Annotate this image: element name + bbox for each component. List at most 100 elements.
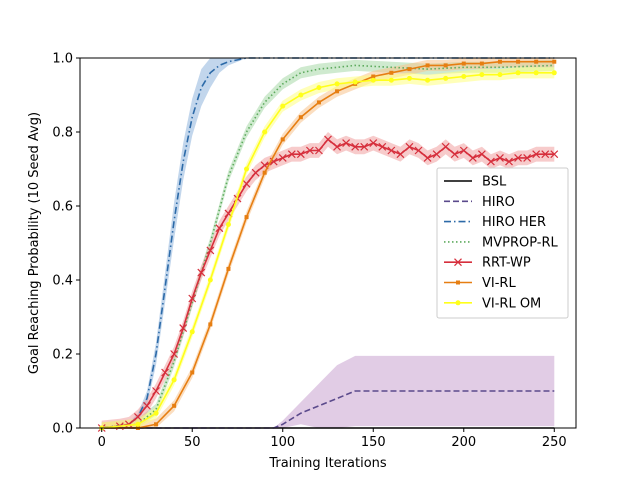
point-vi-rl-om [515,70,521,76]
point-vi-rl [335,89,340,94]
point-rrt-wp [496,153,504,162]
point-vi-rl-om [352,79,358,85]
point-vi-rl-om [388,77,394,83]
legend-label-hiro: HIRO [482,195,515,210]
x-tick-label: 200 [451,435,476,450]
y-tick-label: 0.4 [52,274,73,289]
point-vi-rl-om [262,129,268,135]
point-vi-rl-om [461,74,467,79]
point-rrt-wp [296,150,305,159]
x-tick-label: 150 [361,435,386,450]
point-vi-rl-om [497,72,503,78]
point-vi-rl [190,370,195,375]
point-rrt-wp [441,142,450,151]
x-tick-label: 50 [184,435,201,450]
point-vi-rl [479,61,484,66]
legend-label-mvprop-rl: MVPROP-RL [482,235,558,250]
point-vi-rl [172,403,177,408]
point-rrt-wp [532,150,541,159]
legend-label-hiro-her: HIRO HER [482,215,546,230]
point-vi-rl [516,59,521,64]
point-vi-rl-om [334,81,340,87]
point-vi-rl [316,100,321,105]
point-rrt-wp [251,168,260,177]
y-tick-label: 0.0 [52,422,73,437]
point-rrt-wp [152,387,160,395]
point-rrt-wp [161,368,170,377]
point-vi-rl [208,322,213,327]
point-vi-rl [298,115,303,120]
point-rrt-wp [514,153,522,162]
point-rrt-wp [188,294,197,303]
y-tick-label: 0.2 [52,348,73,363]
point-vi-rl-om [135,421,141,427]
point-rrt-wp [387,146,396,155]
x-axis: 0 50 100 150 200 250 [98,428,567,450]
legend-label-rrt-wp: RRT-WP [482,256,531,271]
point-rrt-wp [468,153,477,162]
point-vi-rl-om [479,72,485,78]
point-vi-rl [534,59,539,64]
point-rrt-wp [432,150,441,159]
point-rrt-wp [414,146,423,155]
point-rrt-wp [541,150,550,159]
point-rrt-wp [197,268,206,277]
point-vi-rl [443,63,448,68]
point-vi-rl-om [207,277,213,283]
legend-label-vi-rl-om: VI-RL OM [482,296,541,311]
point-rrt-wp [287,150,296,159]
point-vi-rl [407,67,412,72]
point-vi-rl [280,137,285,142]
point-vi-rl [262,170,267,175]
y-tick-label: 0.6 [52,200,73,215]
point-vi-rl-om [189,329,195,335]
point-vi-rl [425,63,430,68]
point-rrt-wp [215,224,224,233]
point-rrt-wp [378,142,387,151]
x-axis-label: Training Iterations [268,456,387,471]
y-tick-label: 1.0 [52,52,73,67]
point-vi-rl-om [551,70,557,76]
point-vi-rl [389,70,394,75]
point-rrt-wp [124,420,133,429]
point-rrt-wp [369,139,378,148]
point-rrt-wp [324,135,332,144]
point-rrt-wp [143,401,151,410]
point-rrt-wp [179,324,188,333]
point-rrt-wp [550,150,559,159]
legend: BSL HIRO HIRO HER MVPROP-RL RRT-WP VI-RL VI-RL… [436,167,569,319]
point-vi-rl-om [533,70,539,76]
point-rrt-wp [351,142,360,151]
point-vi-rl-om [280,103,286,109]
point-vi-rl-om [316,85,322,91]
point-vi-rl-om [406,75,412,81]
point-vi-rl [244,215,249,220]
point-rrt-wp [477,150,486,159]
point-vi-rl [552,59,557,64]
point-rrt-wp [396,150,405,159]
point-vi-rl-om [171,377,177,383]
point-rrt-wp [333,142,341,151]
point-vi-rl-om [425,77,431,83]
point-rrt-wp [242,179,251,188]
point-rrt-wp [134,412,142,421]
point-rrt-wp [450,150,459,159]
band-hiro [101,355,555,428]
x-tick-label: 100 [270,435,295,450]
point-vi-rl-om [370,77,376,83]
point-rrt-wp [459,146,468,155]
point-rrt-wp [305,146,314,155]
x-tick-label: 0 [98,435,106,450]
point-rrt-wp [315,146,323,155]
point-rrt-wp [170,350,179,358]
point-rrt-wp [423,153,432,162]
y-axis: 0.0 0.2 0.4 0.6 0.8 1.0 [52,52,80,437]
point-rrt-wp [405,142,414,151]
series-line-mvprop-rl [101,64,555,429]
point-vi-rl [371,74,376,79]
point-rrt-wp [206,246,215,255]
x-tick-label: 250 [542,435,567,450]
point-vi-rl [226,266,231,271]
y-tick-label: 0.8 [52,126,73,141]
